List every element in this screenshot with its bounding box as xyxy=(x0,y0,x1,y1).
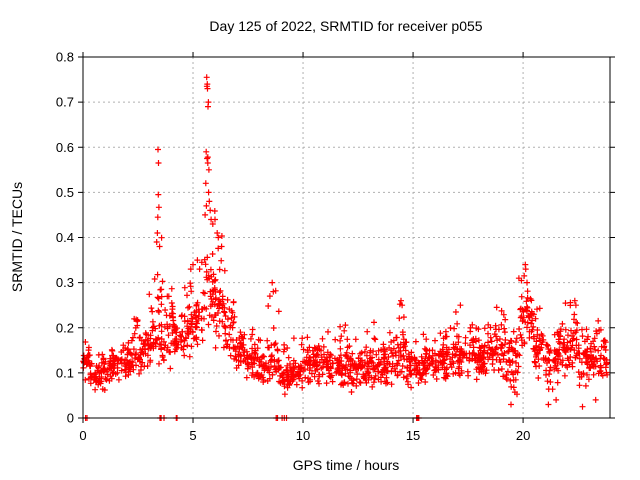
x-tick-label: 5 xyxy=(189,428,196,443)
y-axis-label: SRMTID / TECUs xyxy=(9,182,25,292)
y-tick-label: 0.4 xyxy=(56,230,74,245)
axis-ticks xyxy=(78,52,615,423)
x-axis-label: GPS time / hours xyxy=(293,457,400,473)
y-tick-label: 0.2 xyxy=(56,320,74,335)
y-tick-label: 0.3 xyxy=(56,275,74,290)
y-tick-label: 0.7 xyxy=(56,95,74,110)
data-points xyxy=(80,74,611,421)
y-tick-label: 0.1 xyxy=(56,365,74,380)
plot-title: Day 125 of 2022, SRMTID for receiver p05… xyxy=(209,18,482,34)
y-tick-label: 0.6 xyxy=(56,140,74,155)
x-tick-label: 15 xyxy=(406,428,420,443)
plot-border xyxy=(82,56,611,419)
y-tick-label: 0.8 xyxy=(56,50,74,65)
x-tick-label: 0 xyxy=(79,428,86,443)
y-tick-label: 0.5 xyxy=(56,185,74,200)
y-tick-label: 0 xyxy=(67,411,74,426)
tick-labels: 0 5 10 15 20 0 0.1 0.2 0.3 0.4 0.5 0.6 0.7 0.8 xyxy=(56,50,530,444)
x-tick-label: 10 xyxy=(296,428,310,443)
x-tick-label: 20 xyxy=(516,428,530,443)
